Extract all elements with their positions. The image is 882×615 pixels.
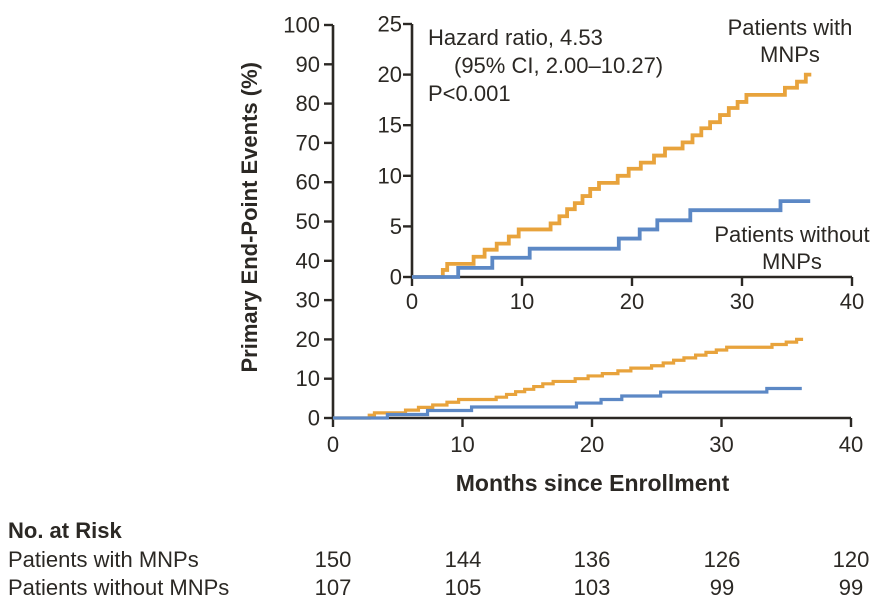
inset-x-tick-label: 30 bbox=[730, 289, 754, 314]
main-y-tick-label: 60 bbox=[296, 170, 320, 195]
main-y-tick-label: 90 bbox=[296, 52, 320, 77]
risk-value: 126 bbox=[703, 547, 741, 572]
series-label-without-line1: Patients without bbox=[714, 222, 870, 247]
inset-x-tick-label: 40 bbox=[840, 289, 864, 314]
inset-x-tick-label: 20 bbox=[620, 289, 644, 314]
main-y-tick-label: 10 bbox=[296, 366, 320, 391]
series-label-without-line2: MNPs bbox=[762, 249, 822, 274]
main-x-tick-label: 30 bbox=[709, 432, 733, 457]
risk-value: 150 bbox=[314, 547, 352, 572]
risk-value: 103 bbox=[573, 575, 611, 600]
risk-table-title: No. at Risk bbox=[8, 518, 122, 543]
risk-table-row-without-mnps: Patients without MNPs 107 105 103 99 99 bbox=[0, 575, 882, 601]
risk-value: 99 bbox=[838, 575, 864, 600]
inset-curve-without-mnps bbox=[412, 199, 811, 279]
inset-y-tick-label: 10 bbox=[378, 163, 402, 188]
inset-x-tick-label: 0 bbox=[406, 289, 418, 314]
inset-y-tick-label: 5 bbox=[390, 214, 402, 239]
risk-value: 120 bbox=[832, 547, 870, 572]
risk-value: 105 bbox=[444, 575, 482, 600]
main-y-tick-label: 20 bbox=[296, 327, 320, 352]
main-y-tick-label: 30 bbox=[296, 288, 320, 313]
series-label-with-line1: Patients with bbox=[727, 15, 853, 40]
risk-value: 107 bbox=[314, 575, 352, 600]
main-curve-without-mnps bbox=[333, 386, 802, 420]
inset-y-tick-label: 15 bbox=[378, 113, 402, 138]
hazard-ratio-line: Hazard ratio, 4.53 bbox=[428, 25, 603, 50]
risk-table-row-with-mnps: Patients with MNPs 150 144 136 126 120 bbox=[0, 547, 882, 573]
main-y-tick-label: 70 bbox=[296, 130, 320, 155]
main-x-tick-label: 0 bbox=[327, 432, 339, 457]
p-value-line: P<0.001 bbox=[428, 81, 511, 106]
main-y-tick-label: 0 bbox=[308, 406, 320, 431]
inset-curve-with-mnps bbox=[412, 72, 812, 279]
risk-row-label: Patients without MNPs bbox=[8, 575, 230, 600]
main-y-tick-label: 100 bbox=[283, 13, 320, 38]
risk-row-label: Patients with MNPs bbox=[8, 547, 199, 572]
series-label-with-mnps: Patients with MNPs bbox=[695, 14, 882, 68]
main-x-tick-label: 10 bbox=[450, 432, 474, 457]
main-y-tick-label: 40 bbox=[296, 248, 320, 273]
y-axis-title: Primary End-Point Events (%) bbox=[234, 28, 266, 406]
main-x-tick-label: 40 bbox=[839, 432, 863, 457]
risk-value: 144 bbox=[444, 547, 482, 572]
series-label-without-mnps: Patients without MNPs bbox=[692, 221, 882, 275]
risk-value: 99 bbox=[709, 575, 735, 600]
hazard-ratio-annotation: Hazard ratio, 4.53 (95% CI, 2.00–10.27) … bbox=[428, 24, 663, 108]
main-y-tick-label: 80 bbox=[296, 91, 320, 116]
inset-x-tick-label: 10 bbox=[510, 289, 534, 314]
main-x-tick-label: 20 bbox=[580, 432, 604, 457]
main-y-tick-label: 50 bbox=[296, 209, 320, 234]
main-curve-with-mnps bbox=[333, 337, 804, 420]
confidence-interval-line: (95% CI, 2.00–10.27) bbox=[454, 53, 664, 78]
y-axis-title-text: Primary End-Point Events (%) bbox=[237, 61, 262, 373]
series-label-with-line2: MNPs bbox=[760, 42, 820, 67]
inset-y-tick-label: 0 bbox=[390, 265, 402, 290]
inset-y-tick-label: 25 bbox=[378, 12, 402, 37]
inset-y-tick-label: 20 bbox=[378, 62, 402, 87]
risk-value: 136 bbox=[573, 547, 611, 572]
x-axis-title: Months since Enrollment bbox=[455, 470, 730, 496]
